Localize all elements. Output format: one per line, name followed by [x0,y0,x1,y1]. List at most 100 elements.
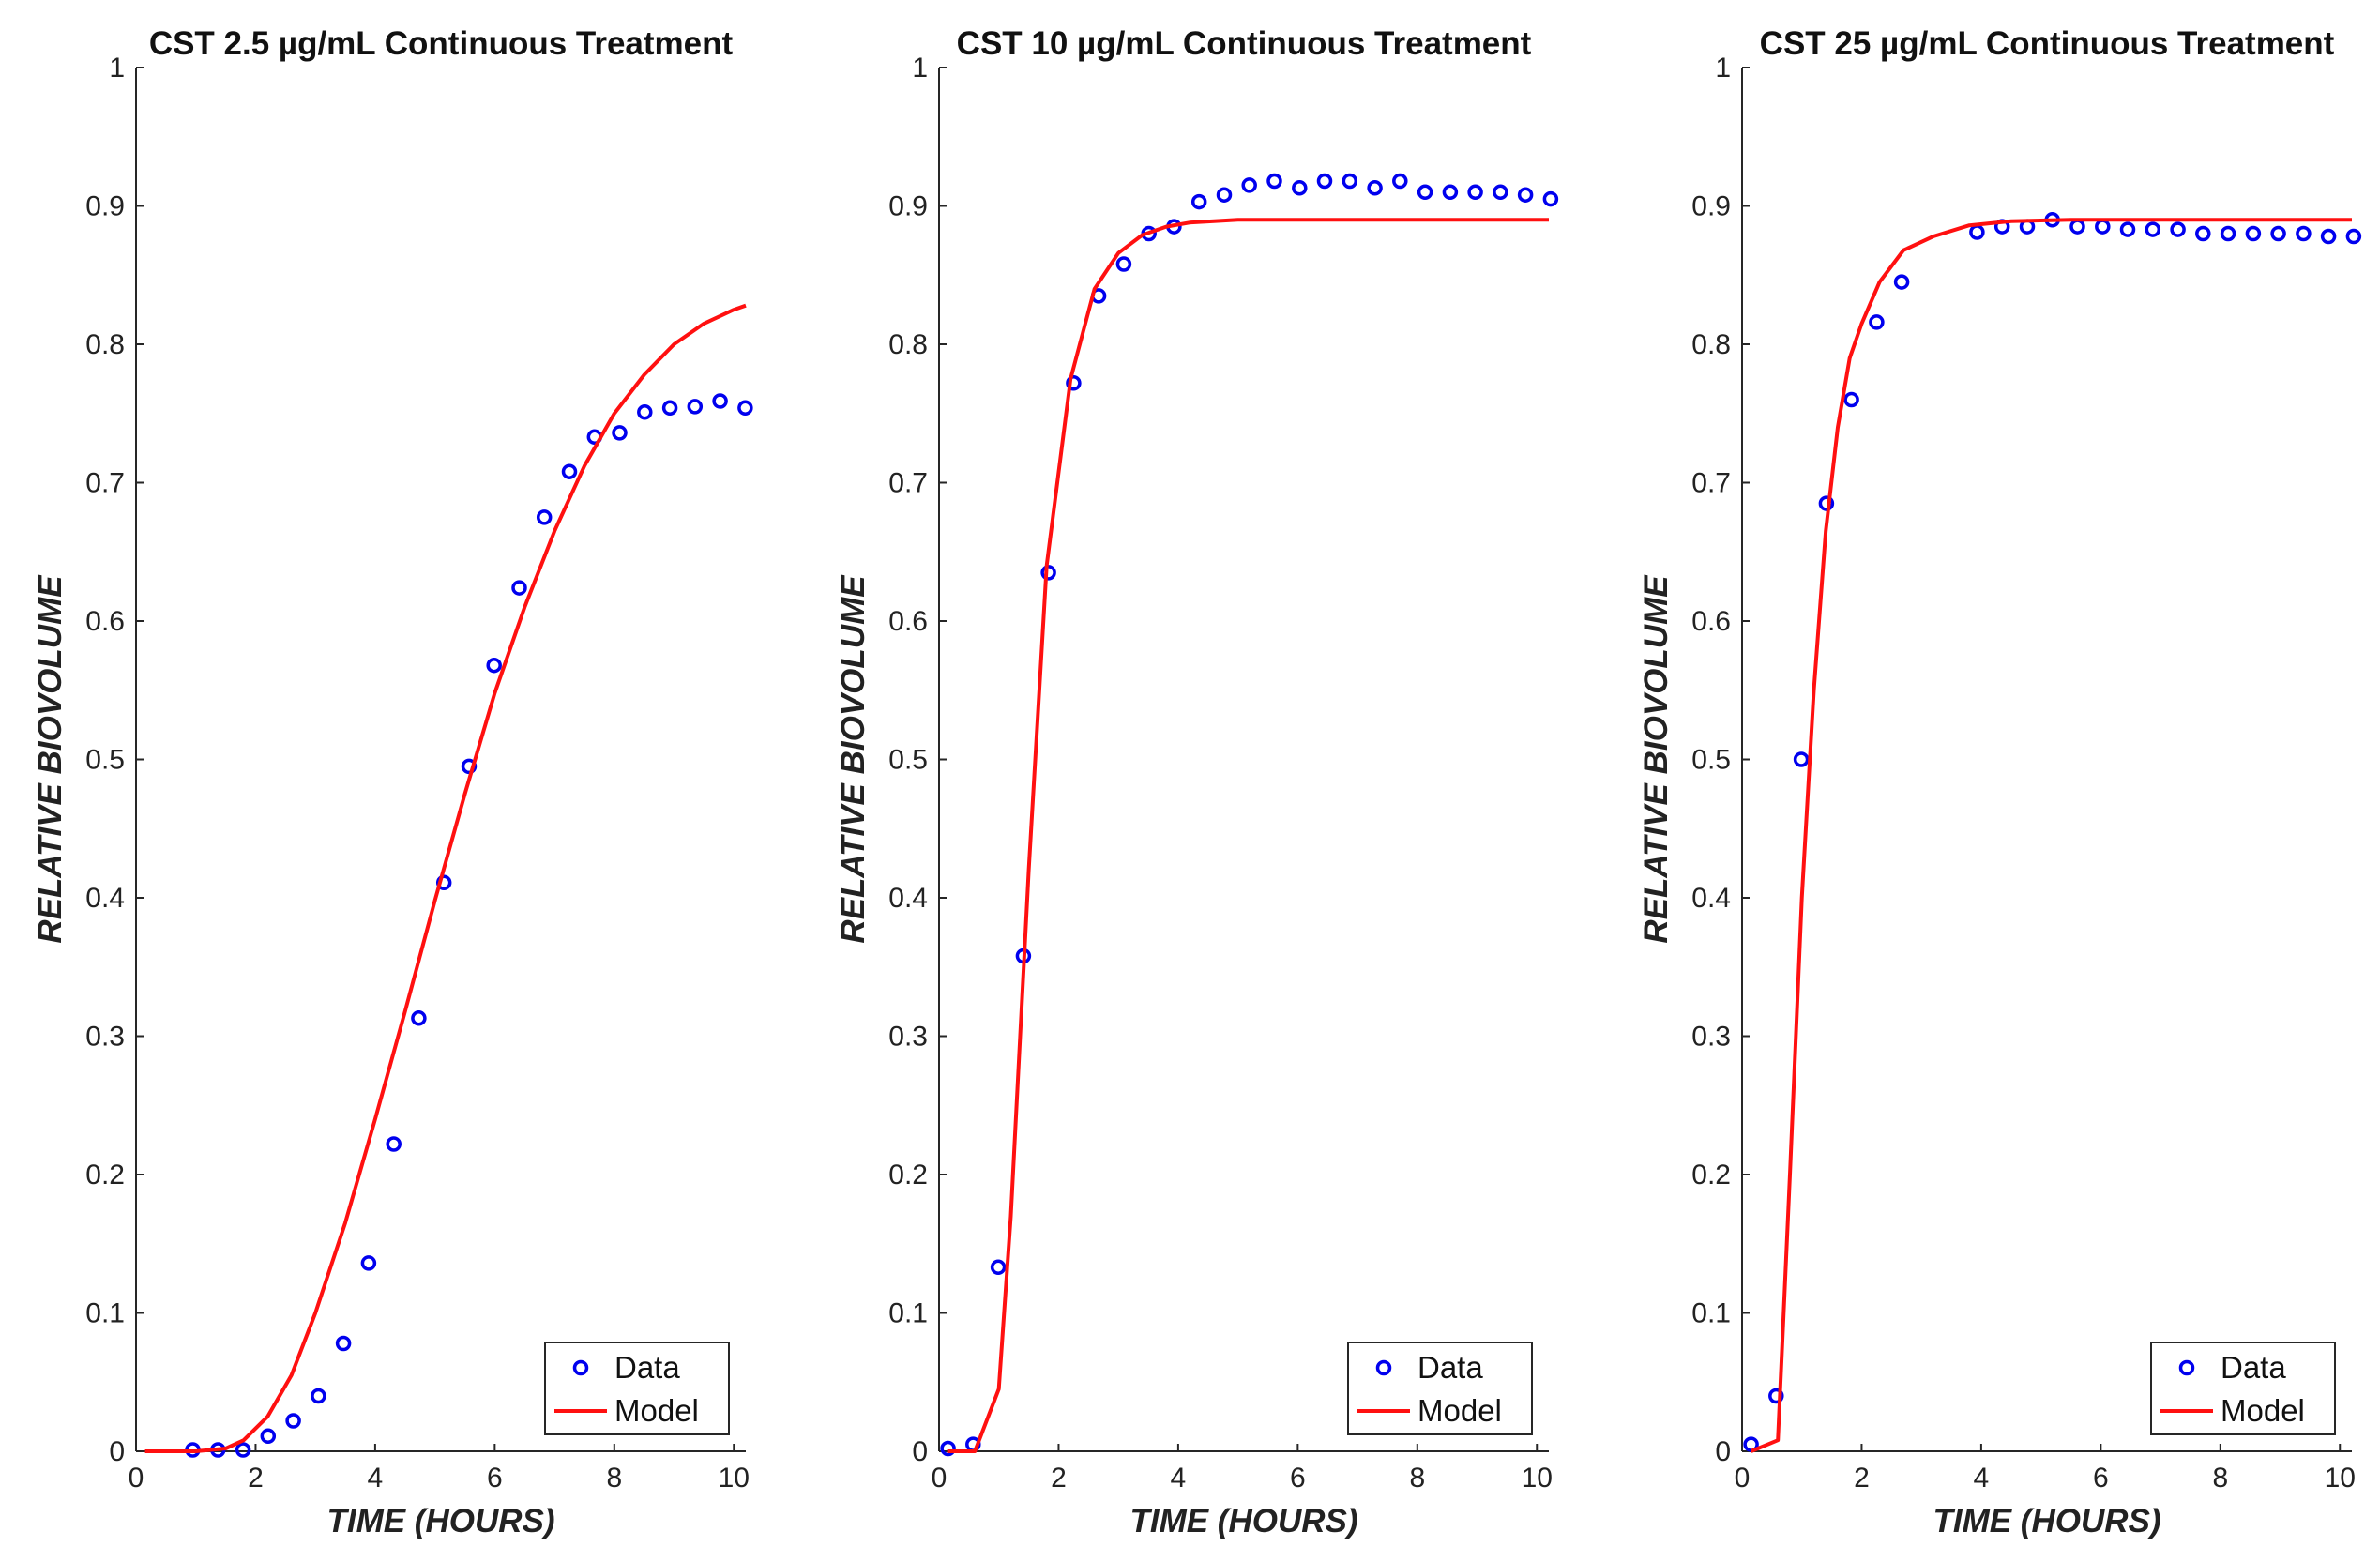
y-tick-label: 0 [1715,1436,1731,1467]
x-tick-label: 0 [129,1463,144,1494]
chart-panel-1: CST 2.5 µg/mL Continuous Treatment 0 0.1 0.… [32,25,753,1539]
data-point [561,463,578,479]
data-point [2345,228,2362,245]
data-point [2220,225,2236,242]
legend-entry-model: Model [2221,1393,2305,1428]
y-axis-label: RELATIVE BIOVOLUME [32,574,68,944]
data-point [1768,1388,1784,1404]
data-point [1241,177,1257,193]
y-tick-label: 0.1 [1691,1298,1731,1329]
data-point [311,1388,326,1404]
data-point [737,400,753,417]
y-tick-label: 0.1 [888,1298,928,1329]
chart-panel-3: CST 25 µg/mL Continuous Treatment 0 0.1 0.2… [1638,25,2362,1539]
data-point [235,1442,251,1458]
data-point [2195,225,2211,242]
legend-box [544,1342,730,1435]
y-tick-label: 0.9 [85,191,125,222]
data-point [2069,219,2085,235]
data-point [1066,375,1082,391]
x-axis-label: TIME (HOURS) [1129,1503,1357,1539]
x-tick-label: 4 [1974,1463,1990,1494]
data-point [1467,184,1483,201]
y-tick-label: 0.3 [85,1022,125,1053]
y-tick-label: 0.5 [888,745,928,776]
y-tick-label: 0.1 [85,1298,125,1329]
model-line [947,218,1549,1453]
data-point [1793,751,1810,767]
legend-box [2150,1342,2336,1435]
data-point [1342,173,1358,190]
y-tick-label: 0.7 [85,468,125,499]
y-tick-label: 0.8 [1691,329,1731,360]
x-axis-label: TIME (HOURS) [326,1503,554,1539]
legend-entry-model: Model [1417,1393,1502,1428]
y-tick-label: 1 [109,53,125,83]
legend-data-marker [572,1359,589,1376]
x-tick-label: 6 [2093,1463,2109,1494]
data-point [486,657,502,674]
data-point [260,1428,277,1445]
data-point [1367,180,1383,196]
y-tick-label: 0.5 [1691,745,1731,776]
chart-panel-2: CST 10 µg/mL Continuous Treatment 0 0.1 0.2… [835,25,1559,1539]
data-point [285,1413,301,1429]
legend: Data Model [544,1342,730,1435]
y-tick-label: 0.2 [85,1160,125,1190]
y-tick-label: 0.2 [888,1160,928,1190]
data-point [1493,184,1508,201]
y-tick-label: 0 [109,1436,125,1467]
data-point [940,1440,956,1457]
y-tick-label: 0.7 [888,468,928,499]
x-tick-label: 6 [487,1463,503,1494]
data-point [360,1255,377,1271]
x-tick-label: 2 [1854,1463,1870,1494]
legend-entry-model: Model [614,1393,699,1428]
legend-entry-data: Data [2221,1350,2286,1385]
y-axis-label: RELATIVE BIOVOLUME [835,574,872,944]
y-tick-label: 1 [1715,53,1731,83]
y-tick-label: 1 [912,53,928,83]
x-tick-label: 2 [1051,1463,1067,1494]
y-tick-label: 0.3 [1691,1022,1731,1053]
data-point [536,509,553,525]
y-tick-label: 0.4 [1691,883,1731,914]
data-point [2095,219,2111,235]
data-point [1843,391,1859,408]
y-tick-label: 0.4 [85,883,125,914]
data-point [1316,173,1333,190]
y-tick-label: 0.3 [888,1022,928,1053]
chart-title: CST 10 µg/mL Continuous Treatment [957,25,1532,62]
data-point [335,1335,352,1352]
y-tick-label: 0.6 [85,606,125,637]
data-point [1266,173,1282,190]
x-tick-label: 2 [248,1463,264,1494]
chart-title: CST 2.5 µg/mL Continuous Treatment [149,25,734,62]
data-point [1893,274,1910,290]
y-tick-label: 0.5 [85,745,125,776]
data-point [2296,225,2312,242]
x-tick-label: 10 [719,1463,750,1494]
data-point [2119,221,2136,237]
data-point [435,874,452,891]
data-point [712,393,728,409]
data-point [1216,187,1233,203]
y-tick-label: 0.7 [1691,468,1731,499]
data-point [661,400,678,417]
data-point [1115,256,1132,272]
legend-data-marker [1375,1359,1392,1376]
data-point [637,404,653,420]
data-point [1417,184,1433,201]
x-tick-label: 0 [1735,1463,1751,1494]
x-tick-label: 8 [1409,1463,1425,1494]
y-axis-label: RELATIVE BIOVOLUME [1638,574,1675,944]
y-tick-label: 0.8 [888,329,928,360]
data-point [2270,225,2286,242]
data-point [1517,187,1534,203]
x-tick-label: 8 [2212,1463,2228,1494]
data-point [386,1136,402,1152]
x-tick-label: 10 [2325,1463,2356,1494]
y-tick-label: 0.4 [888,883,928,914]
data-point [1292,180,1308,196]
